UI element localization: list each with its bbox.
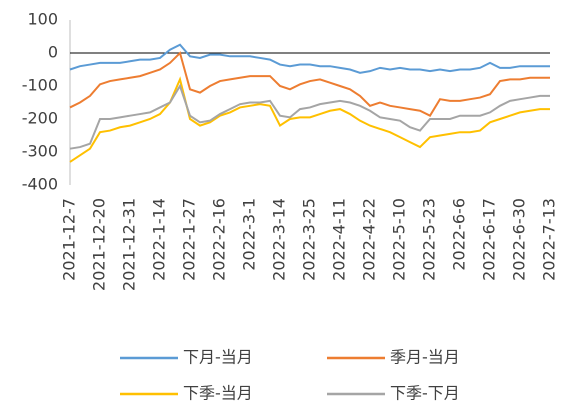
x-tick-label: 2022-7-13 — [540, 198, 559, 281]
x-tick-label: 2022-6-30 — [510, 198, 529, 281]
y-tick-label: 100 — [27, 10, 58, 29]
x-tick-label: 2022-4-22 — [360, 198, 379, 281]
y-tick-label: -300 — [22, 142, 58, 161]
x-tick-label: 2022-3-1 — [240, 198, 259, 271]
x-tick-label: 2022-5-10 — [390, 198, 409, 281]
legend-label: 下季-下月 — [390, 384, 460, 403]
series-line — [69, 76, 550, 163]
x-tick-label: 2022-2-16 — [210, 198, 229, 281]
y-tick-label: -200 — [22, 109, 58, 128]
x-tick-label: 2022-1-14 — [150, 198, 169, 281]
legend-label: 下季-当月 — [183, 384, 253, 403]
series-line — [69, 83, 550, 150]
legend-label: 季月-当月 — [390, 348, 460, 367]
legend-label: 下月-当月 — [183, 348, 253, 367]
x-tick-label: 2021-12-7 — [60, 198, 79, 281]
series-line — [69, 51, 550, 118]
x-tick-label: 2022-1-27 — [180, 198, 199, 281]
x-tick-label: 2022-3-14 — [270, 198, 289, 281]
x-tick-label: 2021-12-20 — [90, 198, 109, 291]
series-line — [69, 43, 550, 74]
x-tick-label: 2021-12-31 — [120, 198, 139, 291]
x-tick-label: 2022-4-11 — [330, 198, 349, 281]
y-tick-label: -400 — [22, 175, 58, 194]
y-tick-label: 0 — [48, 43, 58, 62]
x-tick-label: 2022-5-23 — [420, 198, 439, 281]
y-tick-label: -100 — [22, 76, 58, 95]
x-tick-label: 2022-6-17 — [480, 198, 499, 281]
x-tick-label: 2022-6-6 — [450, 198, 469, 271]
x-tick-label: 2022-3-25 — [300, 198, 319, 281]
